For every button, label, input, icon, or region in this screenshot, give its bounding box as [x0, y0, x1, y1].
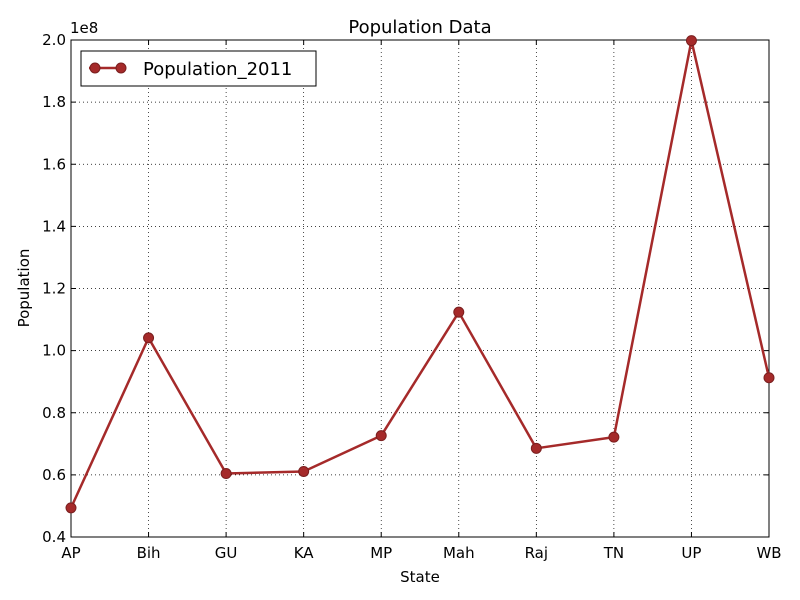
- data-point: [375, 430, 387, 442]
- data-point: [453, 306, 465, 318]
- y-tick-label: 0.8: [42, 404, 66, 422]
- x-axis-label: State: [400, 568, 440, 586]
- y-tick-label: 1.6: [42, 155, 66, 173]
- x-tick-label: Raj: [525, 544, 548, 562]
- x-tick-label: GU: [215, 544, 238, 562]
- data-point: [298, 465, 310, 477]
- legend-marker: [89, 62, 101, 74]
- y-tick-label: 1.4: [42, 217, 66, 235]
- legend: Population_2011: [80, 50, 317, 87]
- data-point: [685, 35, 697, 47]
- y-tick-label: 1.8: [42, 93, 66, 111]
- y-offset-label: 1e8: [70, 19, 98, 37]
- y-tick-label: 1.0: [42, 342, 66, 360]
- x-tick-label: TN: [603, 544, 624, 562]
- data-point: [143, 332, 155, 344]
- y-axis-label: Population: [15, 249, 33, 328]
- x-tick-label: MP: [370, 544, 392, 562]
- series-layer: [65, 35, 775, 514]
- data-point: [763, 372, 775, 384]
- x-tick-label: WB: [756, 544, 781, 562]
- legend-marker: [115, 62, 127, 74]
- data-point: [220, 468, 232, 480]
- legend-label: Population_2011: [143, 59, 292, 80]
- data-point: [608, 431, 620, 443]
- x-tick-label: Bih: [137, 544, 161, 562]
- x-tick-label: UP: [681, 544, 701, 562]
- x-tick-label: KA: [294, 544, 315, 562]
- x-tick-label: AP: [61, 544, 80, 562]
- y-tick-label: 2.0: [42, 31, 66, 49]
- series-line: [69, 39, 771, 509]
- x-axis: AP Bih GU KA MP Mah Raj TN UP WB: [61, 40, 782, 562]
- x-tick-label: Mah: [443, 544, 475, 562]
- y-tick-label: 0.4: [42, 528, 66, 546]
- y-tick-label: 0.6: [42, 466, 66, 484]
- grid: [71, 40, 769, 537]
- y-axis: 0.4 0.6 0.8 1.0 1.2 1.4 1.6 1.8 2.0: [42, 31, 769, 546]
- data-point: [530, 442, 542, 454]
- y-tick-label: 1.2: [42, 280, 66, 298]
- legend-box: [80, 50, 317, 87]
- data-point: [65, 502, 77, 514]
- chart-title: Population Data: [348, 17, 491, 38]
